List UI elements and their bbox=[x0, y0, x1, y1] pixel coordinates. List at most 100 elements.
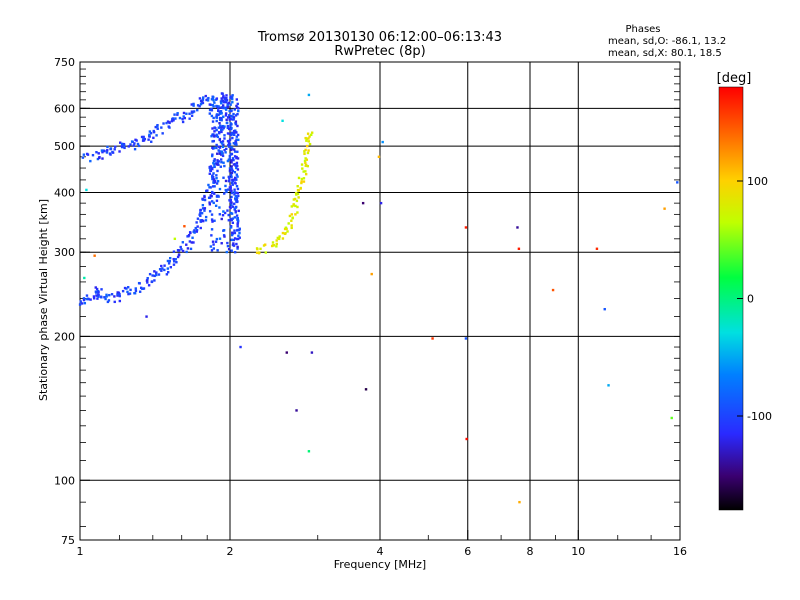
o-trace-point bbox=[226, 209, 229, 212]
y-tick-label: 400 bbox=[54, 186, 75, 199]
o-trace-point bbox=[215, 114, 218, 117]
o-trace-point bbox=[218, 213, 222, 216]
o-trace-point bbox=[166, 270, 170, 274]
o-trace-point bbox=[97, 294, 100, 297]
x-trace-point bbox=[304, 148, 307, 152]
o-trace-point bbox=[127, 292, 130, 296]
o-trace-point bbox=[218, 118, 222, 122]
o-trace-point bbox=[78, 303, 82, 306]
o-trace-point bbox=[122, 144, 126, 147]
o-trace-point bbox=[235, 184, 239, 188]
o-trace-point bbox=[213, 126, 216, 129]
o-trace-point bbox=[113, 145, 117, 148]
o-trace-point bbox=[233, 229, 236, 232]
x-axis-label: Frequency [MHz] bbox=[334, 558, 426, 571]
o-trace-point bbox=[96, 297, 99, 300]
o-trace-point bbox=[223, 134, 226, 137]
o-trace-point bbox=[220, 130, 223, 134]
o-trace-point bbox=[130, 140, 134, 143]
o-trace-point bbox=[97, 290, 100, 294]
o-trace-point bbox=[215, 119, 218, 123]
o-trace-point bbox=[98, 156, 101, 160]
o-trace-point bbox=[233, 237, 237, 240]
o-trace-point bbox=[193, 231, 196, 234]
o-trace-point bbox=[215, 116, 219, 119]
o-trace-point bbox=[118, 292, 121, 296]
scatter-point bbox=[307, 93, 311, 97]
o-trace-point bbox=[199, 214, 202, 218]
x-trace-point bbox=[290, 205, 293, 208]
o-trace-point bbox=[172, 119, 175, 122]
o-trace-point bbox=[236, 221, 240, 225]
o-trace-point bbox=[228, 168, 232, 172]
o-trace-point bbox=[227, 142, 231, 145]
o-trace-point bbox=[223, 97, 227, 100]
o-trace-point bbox=[225, 118, 228, 122]
o-trace-point bbox=[231, 157, 235, 160]
o-trace-point bbox=[204, 215, 208, 219]
x-trace-point bbox=[304, 161, 307, 165]
o-trace-point bbox=[199, 219, 202, 222]
scattered-echoes bbox=[83, 93, 679, 504]
x-trace-point bbox=[271, 241, 275, 244]
o-trace-point bbox=[235, 178, 238, 181]
o-trace-point bbox=[220, 150, 223, 153]
x-trace-point bbox=[294, 204, 297, 208]
x-trace-point bbox=[307, 140, 310, 143]
o-trace-point bbox=[232, 163, 236, 166]
o-trace-point bbox=[213, 165, 216, 168]
o-trace-point bbox=[219, 158, 223, 161]
o-trace-point bbox=[128, 292, 132, 295]
o-trace-point bbox=[133, 147, 137, 151]
o-trace-point bbox=[211, 220, 214, 223]
o-trace-point bbox=[224, 108, 228, 111]
o-trace-point bbox=[233, 142, 237, 146]
o-trace-point bbox=[219, 126, 222, 129]
y-tick-label: 100 bbox=[54, 474, 75, 487]
o-trace-point bbox=[157, 273, 161, 276]
o-trace-point bbox=[209, 168, 212, 172]
o-trace-point bbox=[213, 192, 216, 195]
o-trace-point bbox=[235, 166, 238, 170]
scatter-point bbox=[285, 351, 288, 354]
o-trace-point bbox=[104, 297, 107, 301]
o-trace-point bbox=[116, 291, 119, 294]
o-trace-point bbox=[226, 159, 230, 163]
o-trace-point bbox=[82, 298, 86, 302]
o-trace-point bbox=[150, 280, 154, 283]
colorbar-tick-label: 0 bbox=[747, 293, 754, 306]
o-trace-point bbox=[220, 102, 223, 105]
o-trace-point bbox=[133, 292, 137, 295]
o-trace-point bbox=[237, 109, 240, 113]
o-trace-point bbox=[224, 100, 228, 104]
o-trace-point bbox=[235, 242, 238, 246]
x-trace-point bbox=[306, 164, 310, 168]
x-trace-point bbox=[302, 180, 306, 183]
o-trace-point bbox=[143, 137, 147, 141]
x-trace-point bbox=[255, 247, 259, 250]
o-trace-point bbox=[222, 96, 225, 99]
o-trace-point bbox=[229, 173, 233, 177]
o-trace-point bbox=[229, 218, 233, 222]
o-trace-point bbox=[146, 281, 149, 284]
o-trace-point bbox=[227, 248, 231, 251]
o-trace-point bbox=[179, 245, 182, 249]
o-trace-point bbox=[233, 216, 237, 219]
o-trace-point bbox=[170, 119, 174, 123]
x-trace-point bbox=[299, 187, 302, 190]
x-trace-point bbox=[302, 177, 306, 180]
o-trace-point bbox=[148, 130, 152, 133]
scatter-point bbox=[183, 225, 186, 228]
x-tick-label: 8 bbox=[527, 545, 534, 558]
x-trace-point bbox=[292, 198, 296, 201]
o-trace-point bbox=[221, 214, 225, 217]
o-trace-point bbox=[168, 259, 171, 263]
o-trace-point bbox=[217, 105, 220, 108]
x-trace-point bbox=[300, 163, 304, 166]
o-trace-point bbox=[234, 140, 237, 143]
x-trace-point bbox=[306, 144, 309, 148]
o-trace-point bbox=[148, 272, 152, 276]
o-trace-point bbox=[236, 245, 239, 249]
o-trace-point bbox=[215, 143, 218, 147]
